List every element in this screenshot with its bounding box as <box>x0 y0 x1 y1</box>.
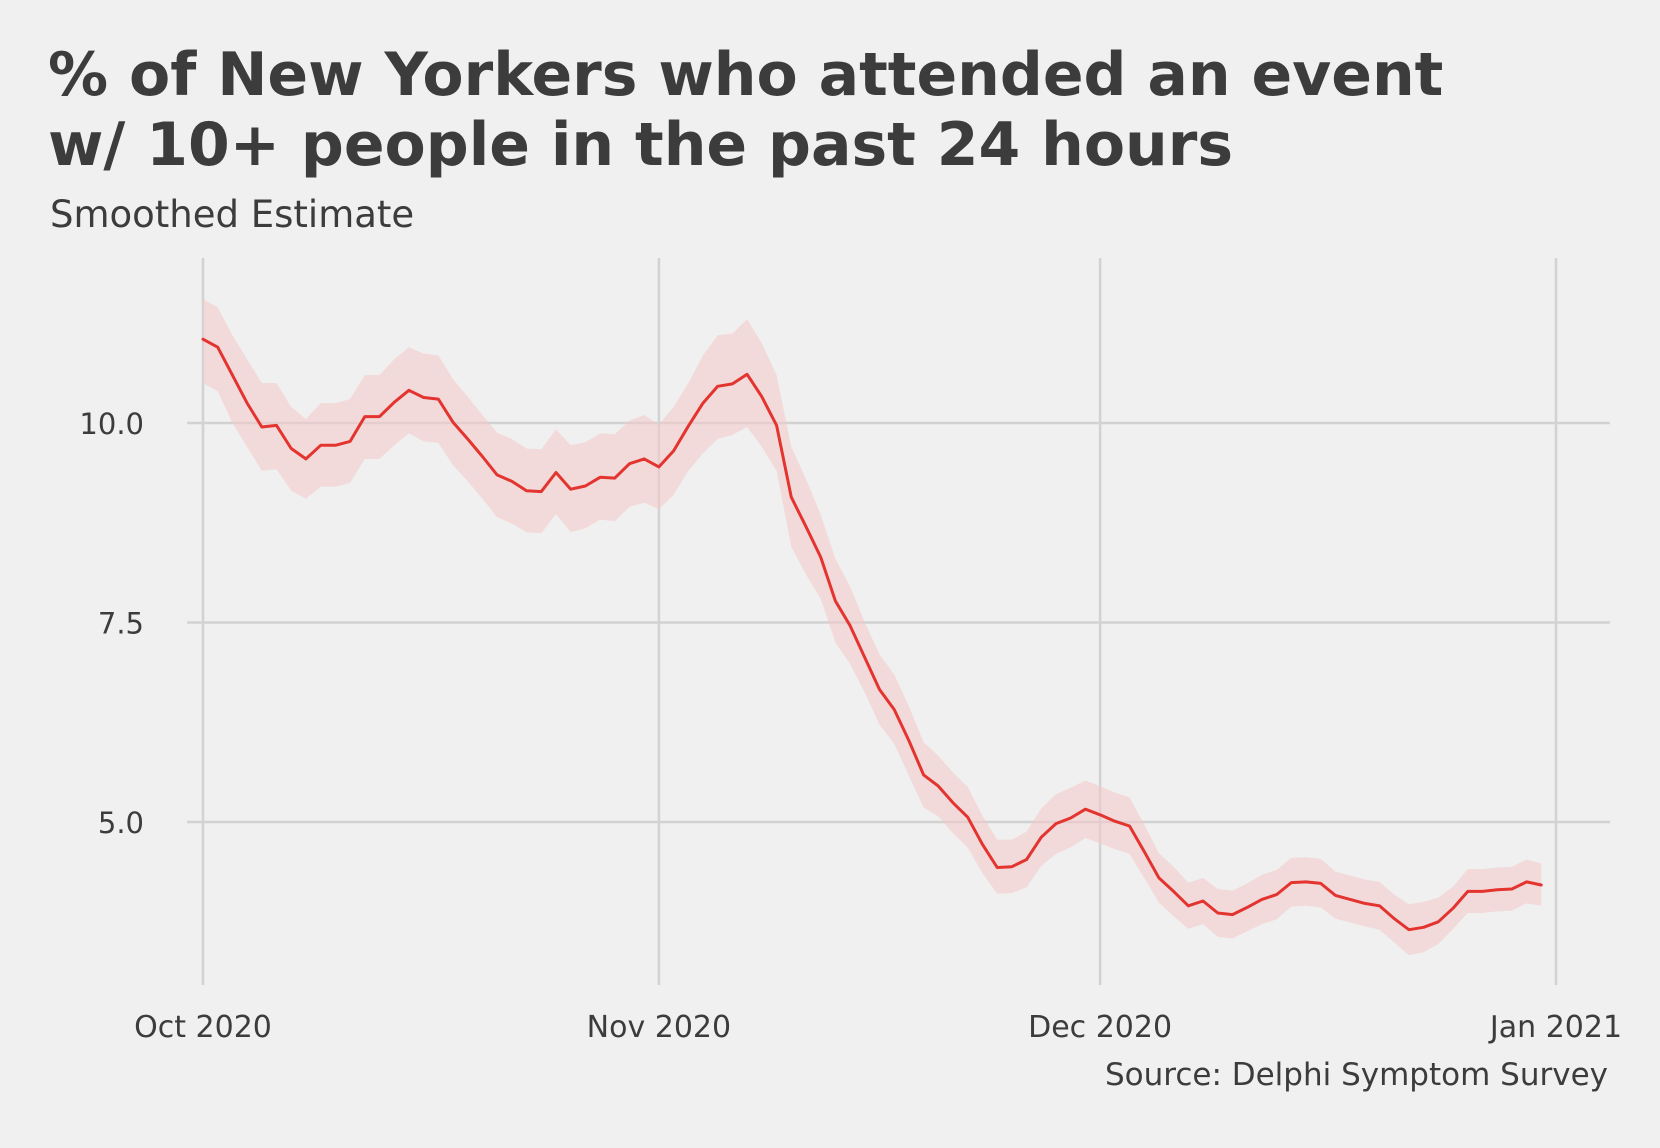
chart-subtitle: Smoothed Estimate <box>50 193 415 236</box>
x-tick-label-2: Dec 2020 <box>1028 1010 1172 1045</box>
series-0-confidence-band <box>203 299 1542 956</box>
chart-title-line-1: % of New Yorkers who attended an event <box>48 40 1444 110</box>
x-tick-label-3: Jan 2021 <box>1488 1010 1622 1045</box>
y-tick-label-1: 7.5 <box>98 607 144 641</box>
series-line-layer <box>201 337 1543 932</box>
x-tick-label-0: Oct 2020 <box>134 1010 272 1045</box>
chart-title: % of New Yorkers who attended an event w… <box>48 40 1608 180</box>
x-tick-label-1: Nov 2020 <box>587 1010 731 1045</box>
series-0-line <box>201 337 1543 932</box>
chart-title-line-2: w/ 10+ people in the past 24 hours <box>48 110 1234 180</box>
source-caption: Source: Delphi Symptom Survey <box>1104 1057 1608 1093</box>
confidence-band-layer <box>203 299 1542 956</box>
y-tick-label-0: 5.0 <box>98 806 144 840</box>
y-tick-label-2: 10.0 <box>79 407 144 441</box>
tick-labels: 5.0 7.5 10.0 Oct 2020 Nov 2020 Dec 2020 Jan 20… <box>79 407 1622 1045</box>
